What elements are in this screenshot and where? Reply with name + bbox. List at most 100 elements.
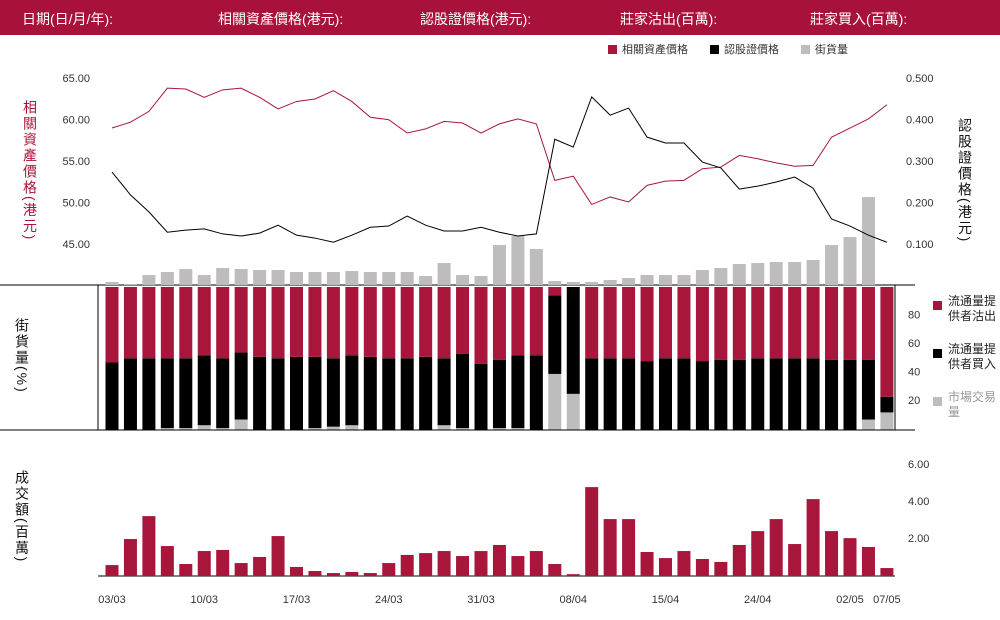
bar [788,544,802,576]
x-tick-label: 03/03 [98,594,126,606]
tick-label: 4.00 [908,496,929,508]
bar [695,558,709,576]
stack-segment [123,287,137,359]
stack-segment [806,287,820,359]
tick-label: 0.400 [906,114,934,126]
stack-segment [456,353,470,429]
x-tick-label: 17/03 [283,594,311,606]
bar [437,551,451,576]
bar [234,563,248,576]
street-bar [234,269,248,285]
stack-segment [714,287,728,360]
bar [105,565,119,576]
legend-label: 市場交易量 [948,390,997,419]
stack-segment [806,358,820,430]
bar [253,556,267,576]
street-bar [659,275,672,285]
header-label: 日期(日/月/年): [22,11,113,27]
stack-segment [234,419,248,430]
bar [529,551,543,576]
stack-segment [751,287,765,359]
tick-label: 6.00 [908,459,929,471]
header-bar: 日期(日/月/年): 相關資產價格(港元): 認股證價格(港元): 莊家沽出(百… [0,0,1000,35]
bar [622,519,636,576]
stack-segment [585,287,599,359]
bar [142,516,156,576]
street-bar [548,281,562,285]
bar [732,544,746,576]
stack-segment [253,287,267,357]
stack-segment [880,412,894,430]
stack-segment [511,287,525,356]
bar [880,568,894,576]
stack-segment [640,361,654,430]
bar [511,556,525,576]
x-tick-label: 08/04 [559,594,587,606]
stack-segment [825,287,839,360]
stack-segment [548,295,562,374]
y2-axis-label: 認股證價格(港元) [957,118,973,244]
legend-swatch [608,45,617,54]
bar [308,571,322,576]
street-bar [253,270,267,285]
bar [492,544,506,576]
line-series [111,87,888,206]
stack-segment [326,358,340,427]
stack-segment [769,358,783,430]
bar [290,566,303,576]
stack-segment [622,287,636,359]
x-tick-label: 24/04 [744,594,772,606]
stack-segment [363,287,377,357]
stack-segment [216,428,230,430]
street-bar [843,237,857,285]
stack-segment [714,359,728,430]
stack-segment [142,287,156,359]
stack-segment [880,396,894,413]
stack-segment [861,359,875,420]
bar [345,571,359,576]
stack-segment [622,358,636,430]
street-bar [585,282,599,285]
stack-segment [566,393,580,430]
stack-segment [603,287,617,359]
stack-segment [732,359,746,430]
stack-segment [788,358,802,430]
legend-label: 流通量提供者買入 [948,342,997,371]
stack-segment [142,358,156,430]
stack-segment [345,287,359,356]
x-tick-label: 24/03 [375,594,403,606]
bar [843,538,857,576]
legend-swatch [801,45,810,54]
street-bar [123,284,137,285]
stack-segment [179,358,193,429]
tick-label: 2.00 [908,533,929,545]
stack-segment [677,358,691,430]
legend-swatch [710,45,719,54]
stack-segment [290,287,303,357]
tick-label: 0.200 [906,198,934,210]
bar [326,573,340,576]
x-tick-label: 31/03 [467,594,495,606]
stack-segment [659,287,672,359]
stack-segment [843,359,857,430]
street-bar [714,268,728,285]
stack-segment [492,287,506,360]
stack-segment [160,358,174,429]
stack-segment [825,359,839,430]
stack-segment [234,352,248,420]
bar [861,546,875,576]
tick-label: 0.300 [906,156,934,168]
stack-segment [529,287,543,356]
stack-segment [640,287,654,362]
bar [548,563,562,576]
stack-segment [326,426,340,430]
bar [123,539,137,576]
stack-segment [308,356,322,429]
street-bar [566,282,580,285]
street-bar [492,245,506,285]
stack-segment [308,287,322,357]
stack-segment [197,425,211,430]
legend-label: 相關資產價格 [622,42,688,56]
stack-segment [695,287,709,362]
street-bar [400,272,414,285]
